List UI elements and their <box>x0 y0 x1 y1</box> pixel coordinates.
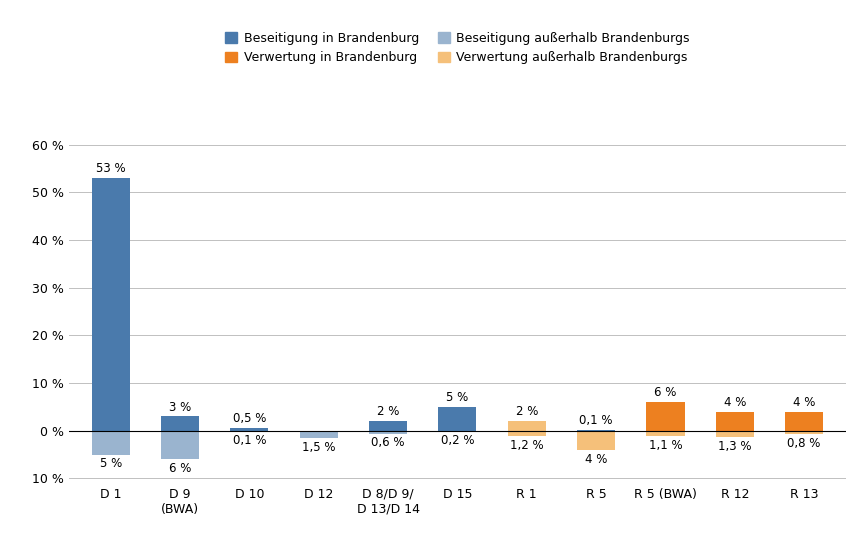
Bar <box>646 430 684 436</box>
Text: 2 %: 2 % <box>515 405 538 418</box>
Text: 4 %: 4 % <box>585 452 608 466</box>
Bar <box>161 416 199 430</box>
Text: 0,1 %: 0,1 % <box>233 434 266 447</box>
Text: 6 %: 6 % <box>654 386 677 399</box>
Text: 1,3 %: 1,3 % <box>718 440 752 453</box>
Bar <box>507 430 545 436</box>
Bar <box>785 412 823 430</box>
Legend: Beseitigung in Brandenburg, Verwertung in Brandenburg, Beseitigung außerhalb Bra: Beseitigung in Brandenburg, Verwertung i… <box>218 26 696 70</box>
Text: 0,2 %: 0,2 % <box>441 434 474 447</box>
Bar <box>161 430 199 460</box>
Bar <box>369 430 407 434</box>
Text: 0,8 %: 0,8 % <box>787 438 821 450</box>
Bar <box>91 178 129 430</box>
Bar <box>577 430 615 450</box>
Bar <box>785 430 823 434</box>
Text: 5 %: 5 % <box>99 457 122 470</box>
Text: 5 %: 5 % <box>446 391 469 404</box>
Bar <box>715 412 754 430</box>
Bar <box>715 430 754 437</box>
Text: 0,6 %: 0,6 % <box>371 436 405 450</box>
Text: 3 %: 3 % <box>169 401 191 413</box>
Text: 0,5 %: 0,5 % <box>233 412 266 425</box>
Bar <box>230 428 268 430</box>
Bar <box>438 407 476 430</box>
Text: 1,2 %: 1,2 % <box>510 439 544 452</box>
Text: 1,1 %: 1,1 % <box>649 439 683 452</box>
Bar <box>438 430 476 432</box>
Bar <box>299 430 337 438</box>
Text: 6 %: 6 % <box>169 462 192 475</box>
Bar <box>646 402 684 430</box>
Text: 53 %: 53 % <box>96 162 125 175</box>
Text: 2 %: 2 % <box>377 405 400 418</box>
Text: 4 %: 4 % <box>723 396 746 409</box>
Bar <box>369 421 407 430</box>
Text: 1,5 %: 1,5 % <box>302 441 336 453</box>
Text: 4 %: 4 % <box>793 396 816 409</box>
Text: 0,1 %: 0,1 % <box>579 414 613 427</box>
Bar <box>91 430 129 455</box>
Bar <box>507 421 545 430</box>
